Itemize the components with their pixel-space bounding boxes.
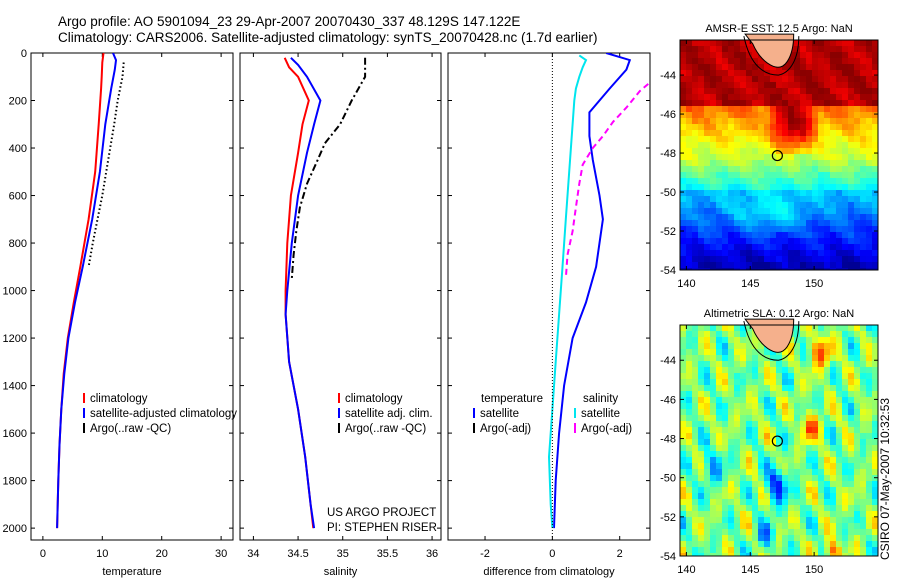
legend-label: satellite-adjusted climatology: [90, 408, 237, 420]
map-x-tick-label: 140: [677, 564, 695, 576]
map-y-tick-label: -52: [660, 512, 676, 524]
y-tick-label: 1200: [3, 333, 27, 345]
y-tick-label: 200: [9, 96, 27, 108]
x-tick-label: 30: [215, 548, 227, 560]
map-x-tick-label: 145: [741, 564, 759, 576]
y-tick-label: 1800: [3, 476, 27, 488]
bathymetry-contour: [743, 36, 800, 76]
tasmania-land: [744, 33, 795, 68]
x-tick-label: -2: [480, 548, 490, 560]
x-tick-label: 35.5: [377, 548, 398, 560]
chart-title-line2: Climatology: CARS2006. Satellite-adjuste…: [58, 30, 598, 45]
legend-heading: temperature: [481, 393, 543, 405]
x-tick-label: 2: [617, 548, 623, 560]
map-x-tick-label: 150: [805, 564, 823, 576]
legend-label: Argo(-adj): [581, 423, 632, 435]
y-tick-label: 0: [21, 48, 27, 60]
legend-heading: salinity: [583, 393, 618, 405]
map-frame: [679, 324, 879, 557]
heatmap-cells: [680, 325, 879, 557]
map-y-tick-label: -54: [660, 265, 676, 277]
y-tick-label: 1600: [3, 428, 27, 440]
chart-title-line1: Argo profile: AO 5901094_23 29-Apr-2007 …: [58, 14, 521, 29]
x-axis-label: temperature: [102, 566, 161, 578]
plot-frame: [30, 52, 234, 541]
y-tick-label: 800: [9, 238, 27, 250]
map-x-tick-label: 140: [677, 278, 695, 290]
x-axis-label: salinity: [324, 566, 358, 578]
series-line-satellite-adj-clim-: [284, 57, 322, 529]
series-line-argo-raw-qc-: [87, 62, 125, 267]
y-tick-label: 600: [9, 191, 27, 203]
argo-location-marker: [771, 435, 783, 447]
x-axis-label: difference from climatology: [483, 566, 615, 578]
bathymetry-contour: [743, 320, 800, 361]
project-annotation: US ARGO PROJECT: [327, 507, 436, 519]
x-tick-label: 10: [96, 548, 108, 560]
map-y-tick-label: -52: [660, 226, 676, 238]
x-tick-label: 36: [426, 548, 438, 560]
map-y-tick-label: -50: [660, 187, 676, 199]
series-line-salinity-argo-adj-: [564, 83, 649, 279]
map-y-tick-label: -46: [660, 109, 676, 121]
map-y-tick-label: -44: [660, 70, 676, 82]
temperature-panel: 0 200 400 600 800 1000 1200 1400 1600 1800 2000 0 10…: [3, 48, 238, 578]
x-tick-label: 34: [247, 548, 259, 560]
x-tick-label: 35: [337, 548, 349, 560]
legend-label: climatology: [90, 393, 148, 405]
map-frame: [679, 39, 879, 271]
legend-label: Argo(..raw -QC): [345, 423, 426, 435]
legend-label: satellite: [480, 408, 519, 420]
series-line-satellite-adjusted-climatology: [56, 53, 118, 529]
legend-label: climatology: [345, 393, 403, 405]
x-tick-label: 20: [156, 548, 168, 560]
series-line-argo-raw-qc-: [290, 57, 367, 279]
argo-location-marker: [771, 149, 783, 162]
map-y-tick-label: -48: [660, 148, 676, 160]
map-x-tick-label: 150: [805, 278, 823, 290]
legend-label: satellite: [581, 408, 620, 420]
y-tick-label: 2000: [3, 523, 27, 535]
series-line-temperature-satellite: [553, 53, 632, 529]
map-y-tick-label: -48: [660, 434, 676, 446]
legend-label: Argo(-adj): [480, 423, 531, 435]
x-tick-label: 0: [549, 548, 555, 560]
map-y-tick-label: -50: [660, 473, 676, 485]
x-tick-label: 34.5: [287, 548, 308, 560]
tasmania-land: [744, 318, 795, 353]
y-tick-label: 1000: [3, 286, 27, 298]
legend-label: Argo(..raw -QC): [90, 423, 171, 435]
y-tick-label: 1400: [3, 381, 27, 393]
map-title: AMSR-E SST: 12.5 Argo: NaN: [705, 23, 852, 35]
pi-annotation: PI: STEPHEN RISER: [327, 522, 437, 534]
map-y-tick-label: -54: [660, 551, 676, 563]
map-y-tick-label: -46: [660, 394, 676, 406]
x-tick-label: 0: [40, 548, 46, 560]
y-tick-label: 400: [9, 143, 27, 155]
map-title: Altimetric SLA: 0.12 Argo: NaN: [704, 308, 854, 320]
legend-label: satellite adj. clim.: [345, 408, 433, 420]
heatmap-cells: [680, 40, 879, 271]
map-y-tick-label: -44: [660, 355, 676, 367]
plot-frame: [239, 52, 442, 541]
salinity-panel: 34 34.5 35 35.5 36 salinity climatology satelli…: [239, 52, 442, 578]
map-x-tick-label: 145: [741, 278, 759, 290]
series-line-salinity-satellite: [547, 54, 588, 529]
